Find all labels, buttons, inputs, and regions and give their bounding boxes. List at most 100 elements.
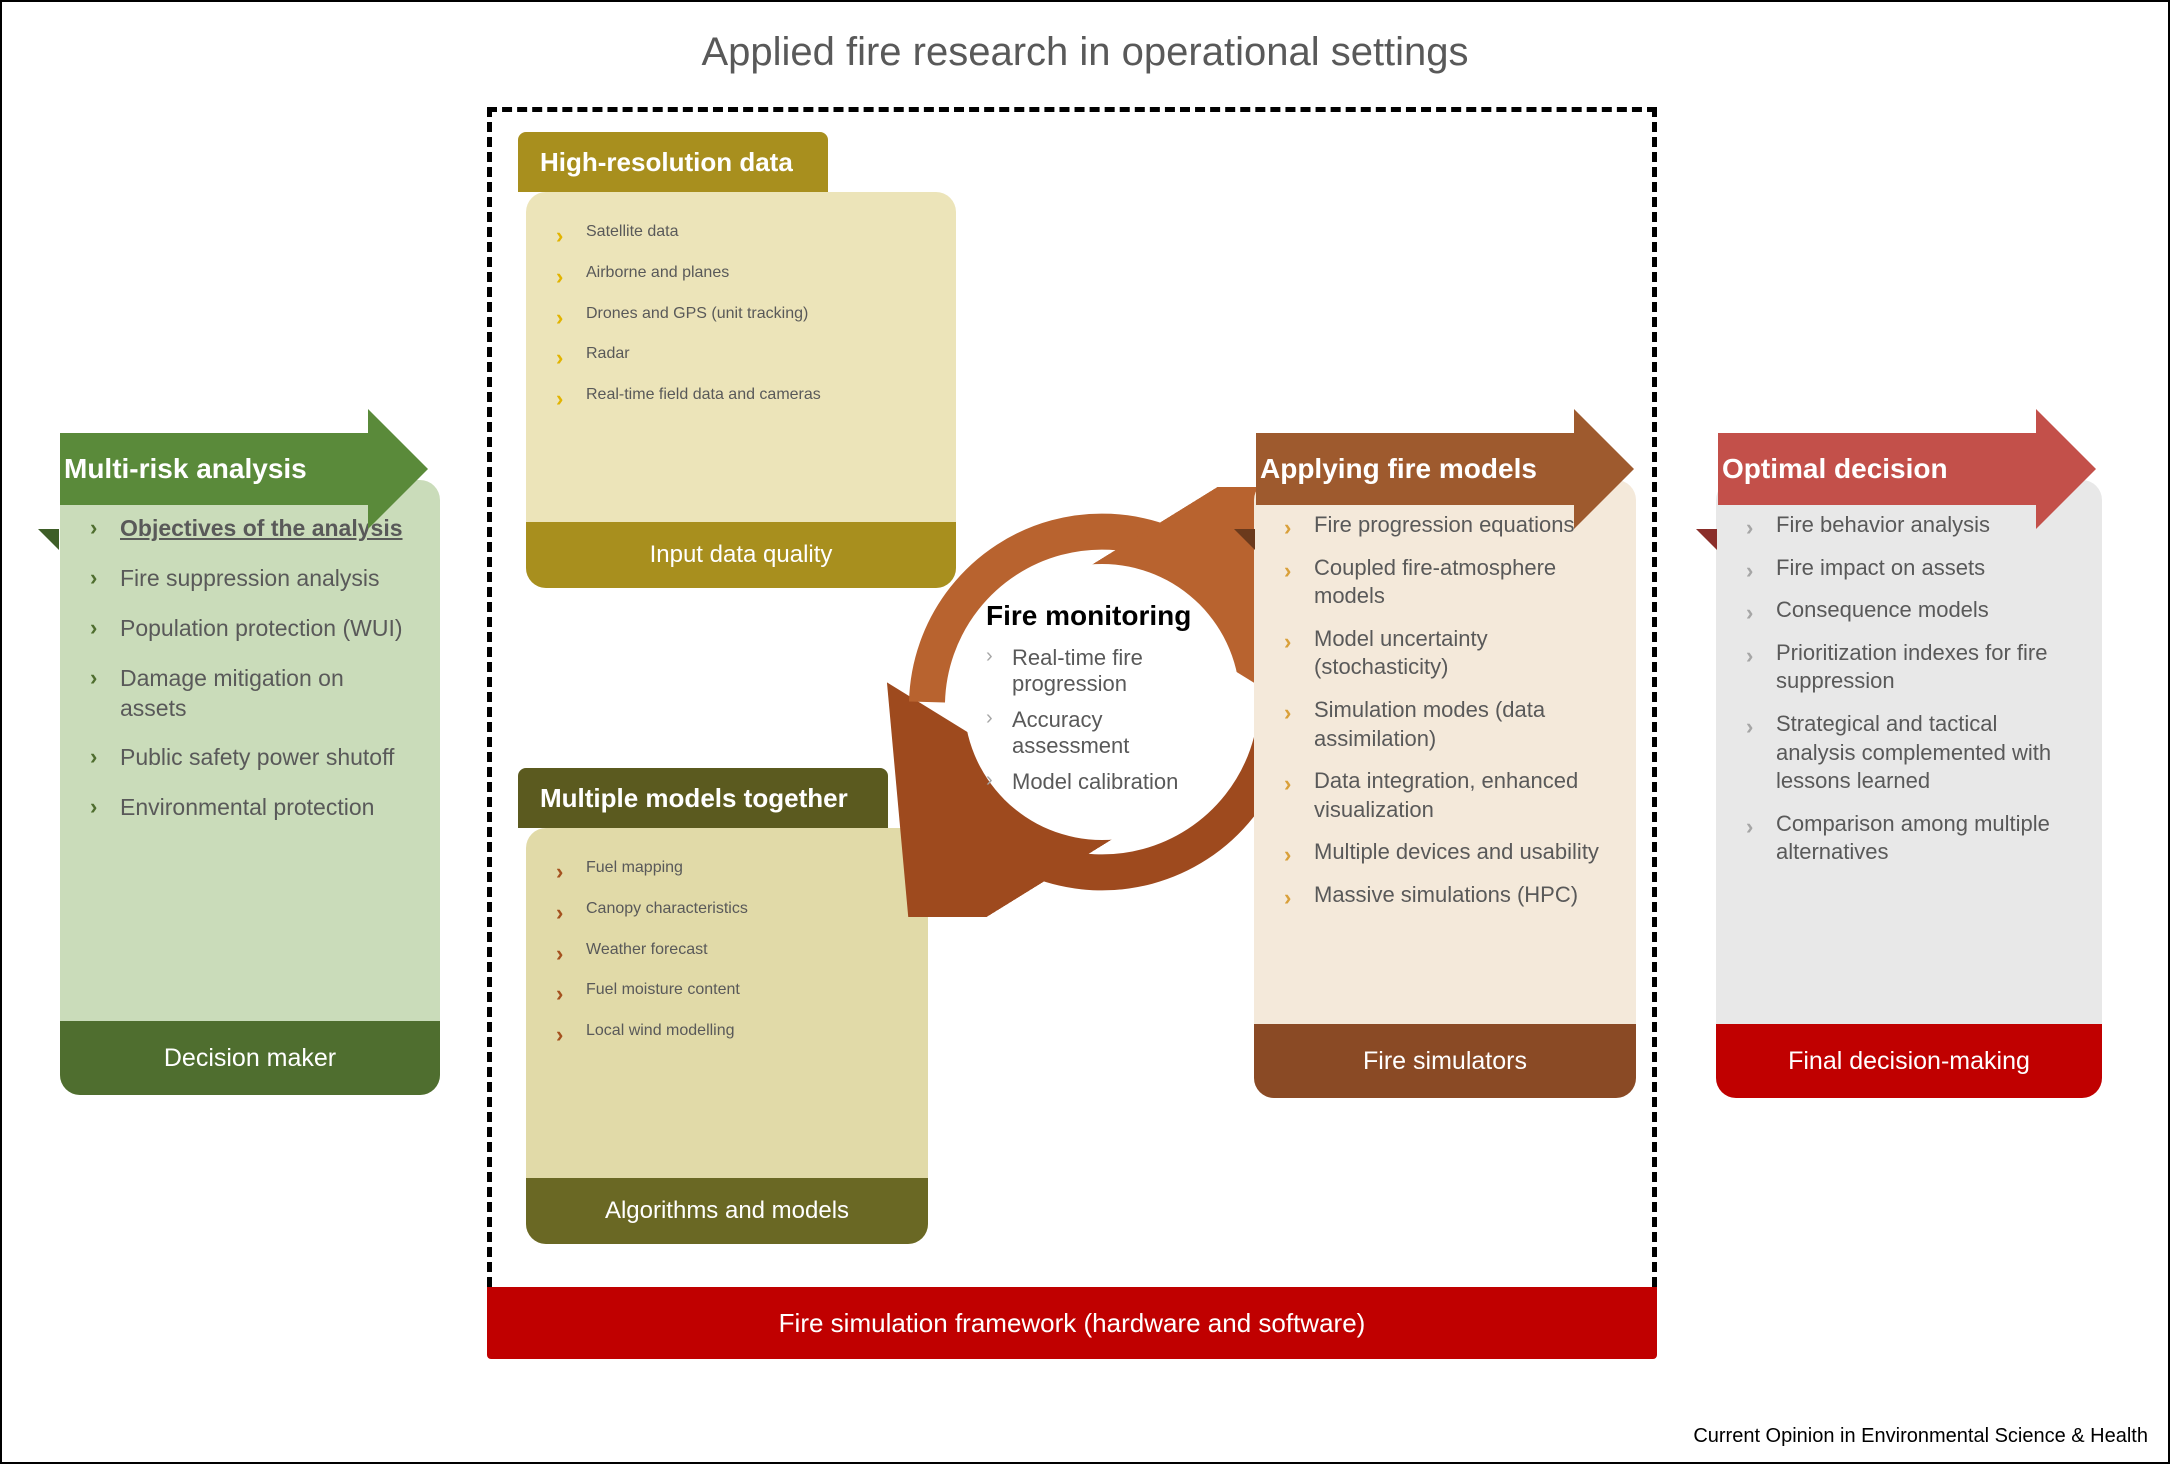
- list-item: › Canopy characteristics: [552, 889, 902, 930]
- list-item: ›Model uncertainty (stochasticity): [1280, 618, 1610, 689]
- models-footer: Algorithms and models: [526, 1178, 928, 1244]
- list-item: › Accuracy assessment: [986, 702, 1220, 764]
- chevron-icon: ›: [556, 263, 563, 292]
- list-item: › Comparison among multiple alternatives: [1742, 803, 2076, 874]
- chevron-icon: ›: [1746, 557, 1753, 586]
- chevron-icon: ›: [556, 344, 563, 373]
- optimal-list: ›Fire behavior analysis›Fire impact on a…: [1742, 504, 2076, 874]
- list-item: › Prioritization indexes for fire suppres…: [1742, 632, 2076, 703]
- chevron-icon: ›: [90, 743, 97, 772]
- list-item: ›Model calibration: [986, 764, 1220, 800]
- list-item: ›Consequence models: [1742, 589, 2076, 632]
- list-item: › Damage mitigation on assets: [86, 654, 414, 734]
- chevron-icon: ›: [556, 940, 563, 969]
- card-apply-models: ›Fire progression equations›Coupled fire…: [1254, 480, 1636, 1098]
- item-label: Massive simulations (HPC): [1314, 882, 1578, 907]
- fire-monitoring-circle: Fire monitoring › Real-time fire progress…: [964, 564, 1240, 840]
- multi-risk-list: ›Objectives of the analysis›Fire suppres…: [86, 504, 414, 833]
- list-item: › Satellite data: [552, 212, 930, 253]
- apply-models-list: ›Fire progression equations›Coupled fire…: [1280, 504, 1610, 917]
- list-item: › Data integration, enhanced visualizatio…: [1280, 760, 1610, 831]
- apply-models-footer: Fire simulators: [1254, 1024, 1636, 1098]
- optimal-banner: Optimal decision: [1696, 409, 2096, 529]
- list-item: › Real-time field data and cameras: [552, 375, 930, 416]
- item-label: Population protection (WUI): [120, 615, 403, 641]
- chevron-icon: ›: [556, 304, 563, 333]
- input-data-list: › Satellite data › Airborne and planes › Dron…: [552, 212, 930, 416]
- item-label: Prioritization indexes for fire suppress…: [1776, 640, 2047, 694]
- models-header: Multiple models together: [518, 768, 888, 828]
- chevron-icon: ›: [1284, 699, 1291, 728]
- page-title: Applied fire research in operational set…: [2, 30, 2168, 75]
- fire-monitoring-title: Fire monitoring: [986, 600, 1220, 632]
- item-label: Fuel moisture content: [586, 981, 740, 998]
- optimal-footer: Final decision-making: [1716, 1024, 2102, 1098]
- list-item: › Simulation modes (data assimilation): [1280, 689, 1610, 760]
- list-item: › Fire impact on assets: [1742, 547, 2076, 590]
- chevron-icon: ›: [1284, 884, 1291, 913]
- item-label: Data integration, enhanced visualization: [1314, 768, 1578, 822]
- item-label: Weather forecast: [586, 941, 708, 958]
- list-item: › Environmental protection: [86, 783, 414, 833]
- chevron-icon: ›: [90, 664, 97, 693]
- fire-monitoring-list: › Real-time fire progression › Accuracy ass…: [986, 640, 1220, 800]
- item-label: Fuel mapping: [586, 859, 683, 876]
- list-item: ›Fuel moisture content: [552, 970, 902, 1011]
- chevron-icon: ›: [986, 645, 993, 668]
- list-item: › Fire suppression analysis: [86, 554, 414, 604]
- list-item: ›Strategical and tactical analysis compl…: [1742, 703, 2076, 803]
- item-label: Real-time field data and cameras: [586, 386, 821, 403]
- chevron-icon: ›: [1746, 642, 1753, 671]
- multi-risk-footer: Decision maker: [60, 1021, 440, 1095]
- apply-models-banner: Applying fire models: [1234, 409, 1634, 529]
- chevron-icon: ›: [556, 222, 563, 251]
- item-label: Drones and GPS (unit tracking): [586, 305, 808, 322]
- input-data-header: High-resolution data: [518, 132, 828, 192]
- item-label: Consequence models: [1776, 597, 1989, 622]
- list-item: ›Coupled fire-atmosphere models: [1280, 547, 1610, 618]
- item-label: Comparison among multiple alternatives: [1776, 811, 2050, 865]
- chevron-icon: ›: [90, 614, 97, 643]
- list-item: › Massive simulations (HPC): [1280, 874, 1610, 917]
- list-item: › Weather forecast: [552, 930, 902, 971]
- item-label: Damage mitigation on assets: [120, 665, 344, 721]
- chevron-icon: ›: [90, 793, 97, 822]
- chevron-icon: ›: [1284, 557, 1291, 586]
- list-item: › Fuel mapping: [552, 848, 902, 889]
- chevron-icon: ›: [1746, 813, 1753, 842]
- list-item: › Real-time fire progression: [986, 640, 1220, 702]
- models-list: › Fuel mapping › Canopy characteristics › Wea…: [552, 848, 902, 1052]
- item-label: Simulation modes (data assimilation): [1314, 697, 1545, 751]
- source-credit: Current Opinion in Environmental Science…: [1693, 1425, 2148, 1448]
- list-item: ›Local wind modelling: [552, 1011, 902, 1052]
- item-label: Multiple devices and usability: [1314, 839, 1599, 864]
- chevron-icon: ›: [1746, 713, 1753, 742]
- item-label: Model calibration: [1012, 769, 1178, 794]
- chevron-icon: ›: [90, 564, 97, 593]
- multi-risk-banner: Multi-risk analysis: [38, 409, 428, 529]
- chevron-icon: ›: [1284, 841, 1291, 870]
- list-item: › Drones and GPS (unit tracking): [552, 294, 930, 335]
- item-label: Accuracy assessment: [1012, 707, 1129, 758]
- item-label: Public safety power shutoff: [120, 744, 394, 770]
- card-models: › Fuel mapping › Canopy characteristics › Wea…: [526, 828, 928, 1244]
- chevron-icon: ›: [986, 707, 993, 730]
- list-item: › Multiple devices and usability: [1280, 831, 1610, 874]
- item-label: Fire suppression analysis: [120, 565, 380, 591]
- item-label: Satellite data: [586, 223, 679, 240]
- chevron-icon: ›: [1284, 770, 1291, 799]
- diagram-canvas: Applied fire research in operational set…: [0, 0, 2170, 1464]
- chevron-icon: ›: [556, 385, 563, 414]
- list-item: › Radar: [552, 334, 930, 375]
- item-label: Environmental protection: [120, 794, 374, 820]
- list-item: › Population protection (WUI): [86, 604, 414, 654]
- item-label: Canopy characteristics: [586, 900, 748, 917]
- item-label: Fire impact on assets: [1776, 555, 1985, 580]
- item-label: Real-time fire progression: [1012, 645, 1143, 696]
- chevron-icon: ›: [556, 858, 563, 887]
- chevron-icon: ›: [556, 1021, 563, 1050]
- chevron-icon: ›: [556, 899, 563, 928]
- item-label: Airborne and planes: [586, 264, 729, 281]
- item-label: Radar: [586, 345, 630, 362]
- item-label: Model uncertainty (stochasticity): [1314, 626, 1488, 680]
